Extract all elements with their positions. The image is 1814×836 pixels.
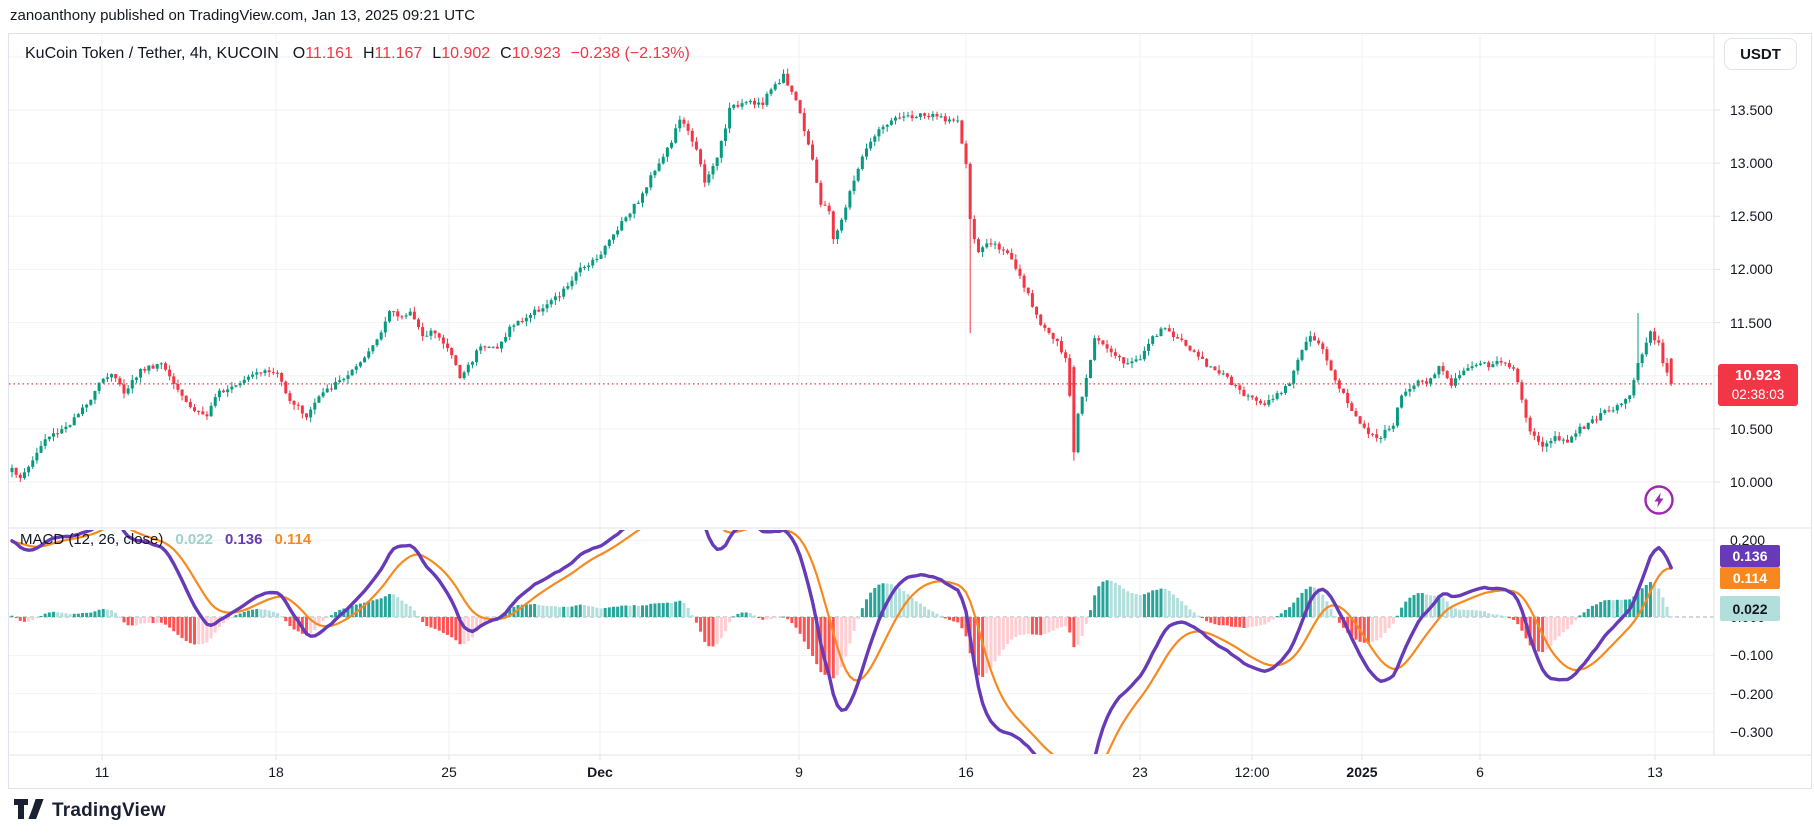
- price-axis-label[interactable]: 13.000: [1730, 155, 1773, 172]
- last-price-badge: 10.923 02:38:03: [1718, 364, 1798, 406]
- macd-axis-label[interactable]: −0.100: [1730, 647, 1774, 664]
- time-axis-label[interactable]: 16: [958, 764, 974, 780]
- price-axis-label[interactable]: 11.500: [1730, 314, 1772, 331]
- symbol-title[interactable]: KuCoin Token / Tether, 4h, KUCOIN: [25, 45, 279, 62]
- macd-histogram-badge: 0.022: [1720, 596, 1780, 621]
- tradingview-wordmark: TradingView: [52, 800, 166, 821]
- attribution-text: zanoanthony published on TradingView.com…: [10, 7, 476, 24]
- ohlc-open-label: O: [292, 45, 306, 62]
- time-axis-label[interactable]: 23: [1132, 764, 1148, 780]
- price-axis-label[interactable]: 10.000: [1730, 474, 1773, 490]
- time-axis-label[interactable]: 12:00: [1234, 764, 1270, 780]
- ohlc-close-label: C: [500, 45, 512, 62]
- lightning-icon[interactable]: [1643, 484, 1675, 516]
- time-axis-label[interactable]: Dec: [587, 764, 613, 780]
- ohlc-high-value: 11.167: [374, 45, 423, 62]
- time-axis-label[interactable]: 9: [795, 764, 803, 780]
- ohlc-open-value: 11.161: [305, 45, 353, 62]
- symbol-legend: KuCoin Token / Tether, 4h, KUCOIN O11.161…: [25, 45, 690, 63]
- change-value: −0.238 (−2.13%): [570, 45, 690, 62]
- macd-signal-badge: 0.114: [1720, 567, 1780, 589]
- price-axis-label[interactable]: 13.500: [1730, 102, 1773, 118]
- time-axis-label[interactable]: 6: [1476, 764, 1484, 780]
- time-axis-label[interactable]: 18: [268, 764, 284, 780]
- ohlc-low-label: L: [432, 45, 442, 62]
- last-price-value: 10.923: [1735, 367, 1781, 384]
- time-axis-label[interactable]: 2025: [1346, 764, 1378, 780]
- footer-brand[interactable]: TradingView: [14, 799, 166, 823]
- time-axis-label[interactable]: 25: [441, 764, 457, 780]
- macd-title[interactable]: MACD (12, 26, close): [20, 531, 164, 548]
- time-axis-label[interactable]: 13: [1647, 764, 1663, 780]
- price-axis-label[interactable]: 12.000: [1730, 261, 1773, 278]
- macd-axis-label[interactable]: 0.200: [1730, 532, 1766, 549]
- macd-line-badge: 0.136: [1720, 545, 1780, 567]
- candle-countdown: 02:38:03: [1731, 387, 1785, 403]
- tradingview-logo-icon: [14, 799, 44, 819]
- macd-line-value: 0.136: [224, 531, 263, 548]
- macd-hist-value: 0.022: [175, 531, 213, 548]
- macd-legend: MACD (12, 26, close) 0.022 0.136 0.114: [20, 531, 311, 548]
- currency-toggle-button[interactable]: USDT: [1724, 38, 1797, 70]
- price-axis-label[interactable]: 10.500: [1730, 420, 1773, 437]
- ohlc-close-value: 10.923: [511, 45, 561, 62]
- macd-axis-label[interactable]: −0.200: [1730, 685, 1774, 702]
- time-axis-label[interactable]: 11: [94, 764, 110, 780]
- ohlc-high-label: H: [362, 45, 375, 62]
- ohlc-low-value: 10.902: [441, 45, 491, 62]
- macd-axis-label[interactable]: −0.300: [1730, 723, 1774, 740]
- price-axis-label[interactable]: 12.500: [1730, 208, 1773, 225]
- macd-signal-value: 0.114: [274, 531, 312, 548]
